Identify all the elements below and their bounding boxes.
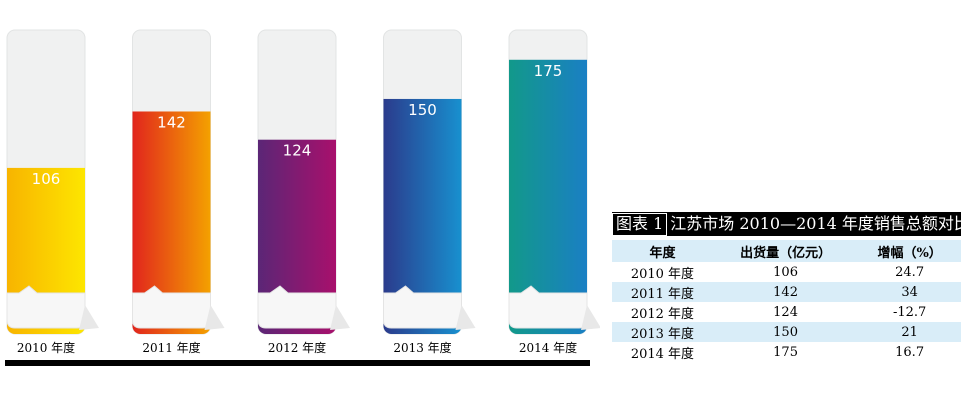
table-cell: -12.7 (892, 304, 927, 320)
table-cell: 124 (773, 304, 798, 320)
table-cell: 2014 年度 (630, 346, 695, 362)
table-title: 江苏市场 2010—2014 年度销售总额对比 (670, 214, 964, 233)
table-row: 2014 年度 175 16.7 (612, 342, 961, 362)
tube-shadow (204, 305, 225, 330)
x-tick-label: 2011 年度 (142, 340, 200, 355)
header-row: 年度 出货量（亿元） 增幅（%） (612, 240, 961, 262)
table-row: 2010 年度 106 24.7 (612, 262, 961, 282)
table-row: 2012 年度 124 -12.7 (612, 302, 961, 322)
x-tick-label: 2010 年度 (17, 340, 75, 355)
data-label: 175 (534, 62, 563, 80)
x-tick-label: 2013 年度 (393, 340, 451, 355)
table-cell: 21 (858, 322, 961, 342)
tube-shadow (581, 305, 600, 330)
bar (509, 59, 587, 334)
header-cell: 增幅（%） (858, 240, 961, 262)
table-cell: 150 (712, 322, 859, 342)
header-cell: 年度 (612, 240, 713, 262)
table-cell: 16.7 (895, 344, 925, 360)
table: 年度 出货量（亿元） 增幅（%） 2010 年度 106 24.7 2011 年度 14… (612, 240, 961, 362)
table-cell: 175 (773, 344, 798, 360)
table-cell: 34 (858, 282, 961, 302)
table-row: 2011 年度 142 34 (612, 282, 961, 302)
table-label: 图表 1 (612, 213, 668, 236)
data-label: 142 (157, 113, 186, 131)
chart: 106 2010 年度 142 2011 年度 124 2012 年度 150 2013 年度… (5, 29, 600, 366)
baseline-bar (5, 360, 590, 366)
table-cell: 24.7 (895, 264, 925, 280)
x-tick-label: 2012 年度 (268, 340, 326, 355)
tube-shadow (79, 305, 99, 330)
table-cell: 2013 年度 (612, 322, 713, 342)
table-cell: 2012 年度 (630, 306, 695, 322)
table-cell: 2011 年度 (612, 282, 713, 302)
tube-shadow (330, 305, 350, 330)
tube-shadow (455, 305, 476, 330)
data-label: 150 (408, 101, 437, 119)
data-label: 124 (283, 142, 312, 160)
x-tick-label: 2014 年度 (519, 340, 577, 355)
table-cell: 2010 年度 (630, 266, 695, 282)
table-title-bar: 图表 1 江苏市场 2010—2014 年度销售总额对比 (612, 212, 964, 236)
data-label: 106 (32, 170, 61, 188)
table-cell: 106 (773, 264, 798, 280)
table-cell: 142 (712, 282, 859, 302)
data-table: 图表 1 江苏市场 2010—2014 年度销售总额对比 年度 出货量（亿元） … (612, 212, 964, 362)
header-cell: 出货量（亿元） (712, 240, 859, 262)
table-row: 2013 年度 150 21 (612, 322, 961, 342)
